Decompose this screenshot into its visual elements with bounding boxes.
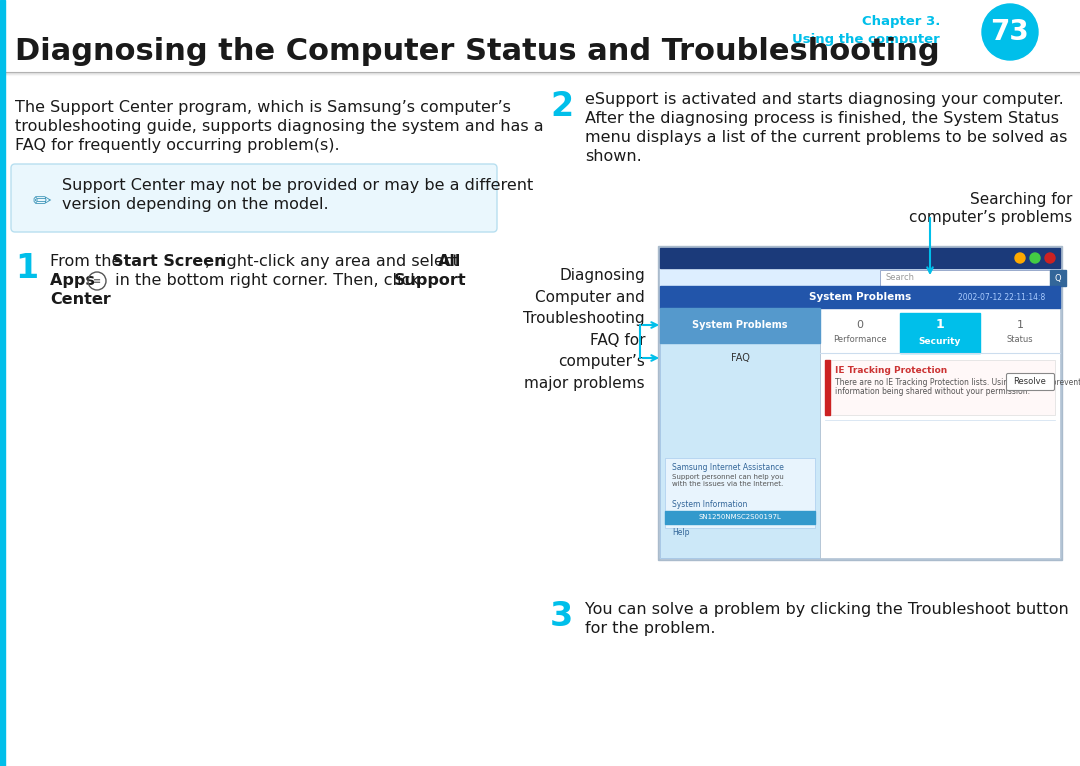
Text: 1: 1 xyxy=(15,252,38,285)
Text: 2: 2 xyxy=(550,90,573,123)
Bar xyxy=(880,270,1050,286)
Text: 2002-07-12 22:11:14:8: 2002-07-12 22:11:14:8 xyxy=(958,293,1045,302)
FancyBboxPatch shape xyxy=(1007,374,1054,391)
Text: Searching for: Searching for xyxy=(970,192,1072,207)
Text: Status: Status xyxy=(1007,335,1034,343)
Text: Apps: Apps xyxy=(50,273,100,288)
Text: The Support Center program, which is Samsung’s computer’s: The Support Center program, which is Sam… xyxy=(15,100,511,115)
Text: 1: 1 xyxy=(935,319,944,332)
Text: Center: Center xyxy=(50,292,111,307)
Bar xyxy=(825,360,1055,415)
Text: Using the computer: Using the computer xyxy=(793,34,940,47)
Bar xyxy=(660,308,820,558)
Text: System Problems: System Problems xyxy=(809,292,912,302)
Bar xyxy=(658,246,1062,560)
Bar xyxy=(665,511,815,524)
Text: Support: Support xyxy=(394,273,467,288)
Text: After the diagnosing process is finished, the System Status: After the diagnosing process is finished… xyxy=(585,111,1059,126)
Bar xyxy=(0,0,5,766)
Text: SN1250NMSC2S00197L: SN1250NMSC2S00197L xyxy=(699,514,782,520)
Text: Samsung Internet Assistance: Samsung Internet Assistance xyxy=(672,463,784,472)
Text: version depending on the model.: version depending on the model. xyxy=(62,197,328,212)
Text: troubleshooting guide, supports diagnosing the system and has a: troubleshooting guide, supports diagnosi… xyxy=(15,119,543,134)
Text: From the: From the xyxy=(50,254,126,269)
Text: All: All xyxy=(438,254,461,269)
Text: ✏: ✏ xyxy=(32,192,51,212)
Text: System Problems: System Problems xyxy=(692,320,787,330)
Text: , right-click any area and select: , right-click any area and select xyxy=(205,254,464,269)
Text: Help: Help xyxy=(672,528,689,537)
Bar xyxy=(660,248,1059,558)
Text: Search: Search xyxy=(885,273,914,283)
Text: Resolve: Resolve xyxy=(1013,378,1047,387)
Text: ≡: ≡ xyxy=(93,276,102,286)
Text: Support personnel can help you
with the issues via the Internet.: Support personnel can help you with the … xyxy=(672,474,784,487)
Text: 3: 3 xyxy=(550,600,573,633)
Text: FAQ: FAQ xyxy=(730,353,750,363)
Text: Performance: Performance xyxy=(833,335,887,343)
Text: Support Center may not be provided or may be a different: Support Center may not be provided or ma… xyxy=(62,178,534,193)
Text: Diagnosing the Computer Status and Troubleshooting: Diagnosing the Computer Status and Troub… xyxy=(15,38,940,67)
Text: 73: 73 xyxy=(990,18,1029,46)
Bar xyxy=(1050,270,1066,286)
Text: menu displays a list of the current problems to be solved as: menu displays a list of the current prob… xyxy=(585,130,1067,145)
Circle shape xyxy=(1015,253,1025,263)
Text: in the bottom right corner. Then, click: in the bottom right corner. Then, click xyxy=(110,273,424,288)
Bar xyxy=(900,313,980,353)
Text: for the problem.: for the problem. xyxy=(585,621,715,636)
Circle shape xyxy=(982,4,1038,60)
Text: Q: Q xyxy=(1055,273,1062,283)
Text: information being shared without your permission.: information being shared without your pe… xyxy=(835,387,1030,396)
Text: You can solve a problem by clicking the Troubleshoot button: You can solve a problem by clicking the … xyxy=(585,602,1069,617)
Text: 0: 0 xyxy=(856,320,864,330)
Text: shown.: shown. xyxy=(585,149,642,164)
Bar xyxy=(660,308,820,343)
Bar xyxy=(825,360,831,415)
Text: 1: 1 xyxy=(1016,320,1024,330)
Bar xyxy=(660,286,1059,308)
Circle shape xyxy=(1045,253,1055,263)
Text: System Information: System Information xyxy=(672,500,747,509)
Text: Security: Security xyxy=(919,336,961,345)
Bar xyxy=(660,248,1059,268)
Text: Diagnosing
Computer and
Troubleshooting
FAQ for
computer’s
major problems: Diagnosing Computer and Troubleshooting … xyxy=(524,268,645,391)
Bar xyxy=(820,308,1059,558)
Text: FAQ for frequently occurring problem(s).: FAQ for frequently occurring problem(s). xyxy=(15,138,339,153)
Text: eSupport is activated and starts diagnosing your computer.: eSupport is activated and starts diagnos… xyxy=(585,92,1064,107)
Text: Chapter 3.: Chapter 3. xyxy=(862,15,940,28)
Text: .: . xyxy=(98,292,103,307)
Text: Start Screen: Start Screen xyxy=(112,254,226,269)
Bar xyxy=(665,458,815,528)
Circle shape xyxy=(1030,253,1040,263)
FancyBboxPatch shape xyxy=(11,164,497,232)
Text: computer’s problems: computer’s problems xyxy=(908,210,1072,225)
Text: IE Tracking Protection: IE Tracking Protection xyxy=(835,366,947,375)
Text: There are no IE Tracking Protection lists. Using TPLs can prevent your private: There are no IE Tracking Protection list… xyxy=(835,378,1080,387)
